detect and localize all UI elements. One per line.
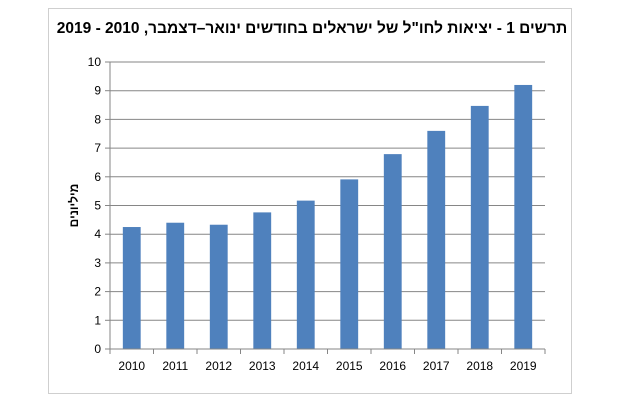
axes bbox=[105, 61, 546, 354]
bar-2016 bbox=[383, 154, 402, 349]
y-axis-label: מיליונים bbox=[67, 184, 81, 228]
bar-2014 bbox=[296, 200, 315, 349]
y-tick-label: 5 bbox=[94, 199, 101, 213]
y-tick-label: 6 bbox=[94, 170, 101, 184]
x-tick-label: 2010 bbox=[118, 359, 145, 373]
y-tick-label: 8 bbox=[94, 112, 101, 126]
x-tick-label: 2015 bbox=[336, 359, 363, 373]
x-tick-label: 2012 bbox=[205, 359, 232, 373]
tick-labels: 0 1 2 3 4 5 6 7 8 9 10 2010 2011 2012 2013 2014 2015 2016… bbox=[88, 55, 537, 373]
x-tick-label: 2018 bbox=[466, 359, 493, 373]
x-tick-label: 2019 bbox=[510, 359, 537, 373]
bar-2018 bbox=[470, 105, 489, 349]
x-tick-label: 2017 bbox=[423, 359, 450, 373]
bar-2017 bbox=[427, 130, 446, 349]
bar-2012 bbox=[209, 224, 228, 349]
bar-2011 bbox=[166, 222, 185, 349]
bars bbox=[122, 84, 533, 350]
y-tick-label: 2 bbox=[94, 285, 101, 299]
bar-2013 bbox=[253, 212, 272, 349]
y-tick-label: 3 bbox=[94, 256, 101, 270]
y-tick-label: 4 bbox=[94, 227, 101, 241]
y-tick-label: 0 bbox=[94, 342, 101, 356]
bar-2019 bbox=[514, 84, 533, 350]
x-tick-label: 2014 bbox=[292, 359, 319, 373]
x-tick-label: 2011 bbox=[162, 359, 188, 373]
bar-2010 bbox=[122, 227, 141, 349]
bar-2015 bbox=[340, 179, 359, 349]
x-tick-label: 2013 bbox=[249, 359, 276, 373]
y-tick-label: 7 bbox=[94, 141, 101, 155]
y-tick-label: 1 bbox=[94, 313, 101, 327]
y-tick-label: 10 bbox=[88, 55, 102, 69]
y-tick-label: 9 bbox=[94, 84, 101, 98]
x-tick-label: 2016 bbox=[379, 359, 406, 373]
chart-title: תרשים 1 - יציאות לחו"ל של ישראלים בחודשי… bbox=[56, 20, 568, 37]
